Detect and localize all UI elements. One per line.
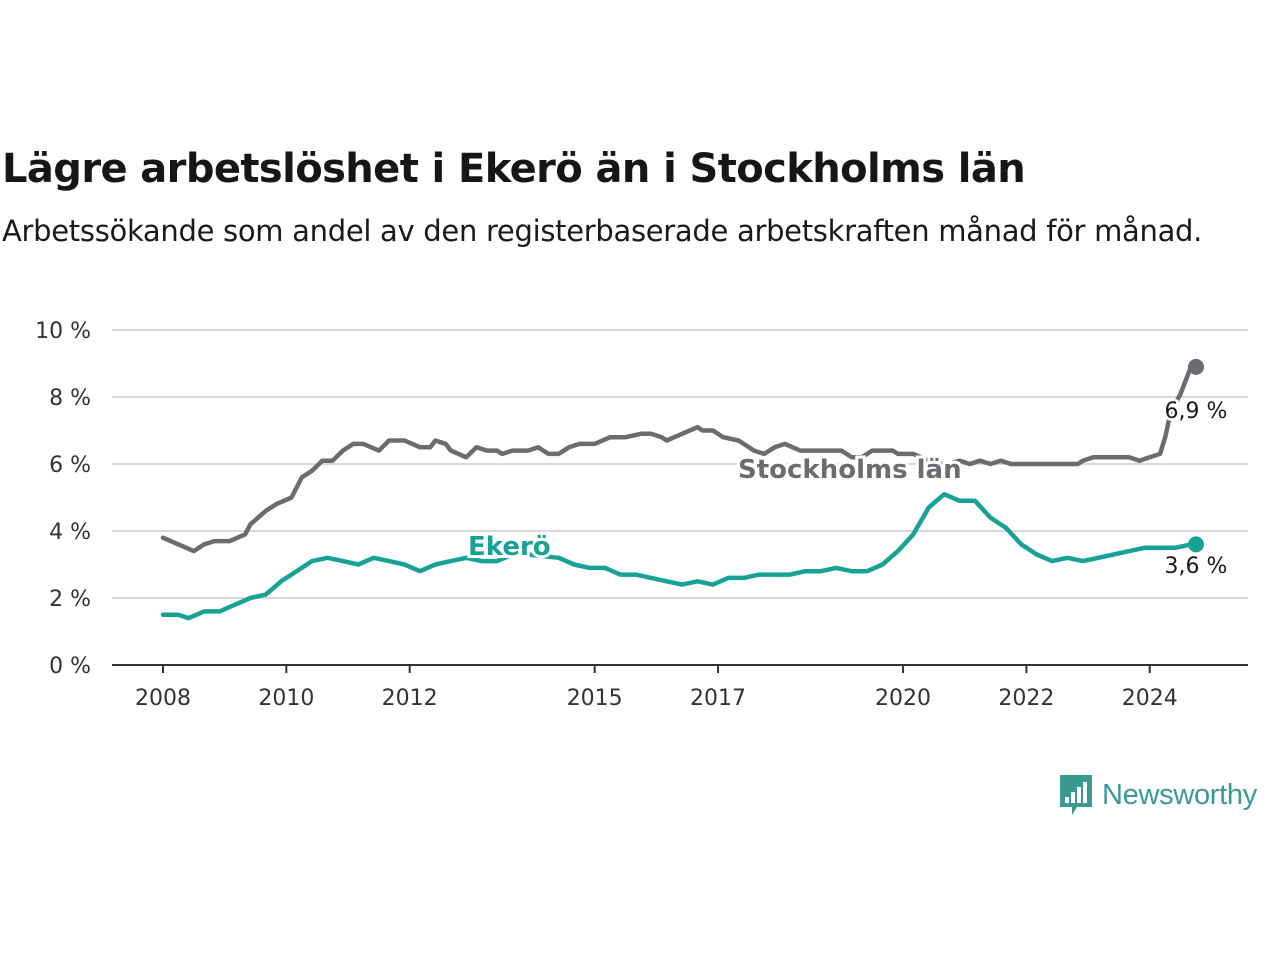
newsworthy-brand: Newsworthy	[1058, 772, 1257, 818]
series-end-point	[1188, 358, 1204, 375]
series-end-value-label: 6,9 %	[1165, 399, 1228, 424]
brand-name: Newsworthy	[1102, 778, 1257, 811]
y-axis-ticks: 0 % 2 % 4 % 6 % 8 % 10 %	[35, 319, 91, 679]
chart-title: Lägre arbetslöshet i Ekerö än i Stockhol…	[2, 146, 1026, 192]
line-chart: 0 % 2 % 4 % 6 % 8 % 10 % 2008 2010 2012 2015 2017…	[35, 319, 1248, 711]
series-line	[160, 364, 1199, 554]
x-tick-label: 2022	[998, 686, 1054, 711]
series-labels: Stockholms län 6,9 % Ekerö 3,6 %	[465, 397, 1230, 582]
series-end-point	[1188, 536, 1204, 553]
x-tick-label: 2010	[258, 686, 314, 711]
series-lines	[160, 358, 1204, 621]
series-name-label: Ekerö	[468, 532, 551, 562]
series-name-label: Stockholms län	[738, 455, 962, 485]
x-tick-label: 2008	[135, 686, 191, 711]
x-tick-label: 2015	[567, 686, 623, 711]
x-axis-ticks: 2008 2010 2012 2015 2017 2020 2022 2024	[135, 665, 1178, 711]
series-end-value-label: 3,6 %	[1165, 554, 1228, 579]
newsworthy-logo-icon	[1060, 775, 1092, 815]
y-tick-label: 10 %	[35, 319, 91, 344]
y-tick-label: 4 %	[49, 520, 91, 545]
series-line	[160, 491, 1199, 621]
y-tick-label: 2 %	[49, 587, 91, 612]
y-tick-label: 8 %	[49, 386, 91, 411]
x-tick-label: 2012	[382, 686, 438, 711]
y-tick-label: 0 %	[49, 654, 91, 679]
x-tick-label: 2020	[875, 686, 931, 711]
chart-subtitle: Arbetssökande som andel av den registerb…	[2, 214, 1203, 248]
x-tick-label: 2017	[690, 686, 746, 711]
x-tick-label: 2024	[1122, 686, 1178, 711]
gridlines	[112, 329, 1248, 599]
y-tick-label: 6 %	[49, 453, 91, 478]
